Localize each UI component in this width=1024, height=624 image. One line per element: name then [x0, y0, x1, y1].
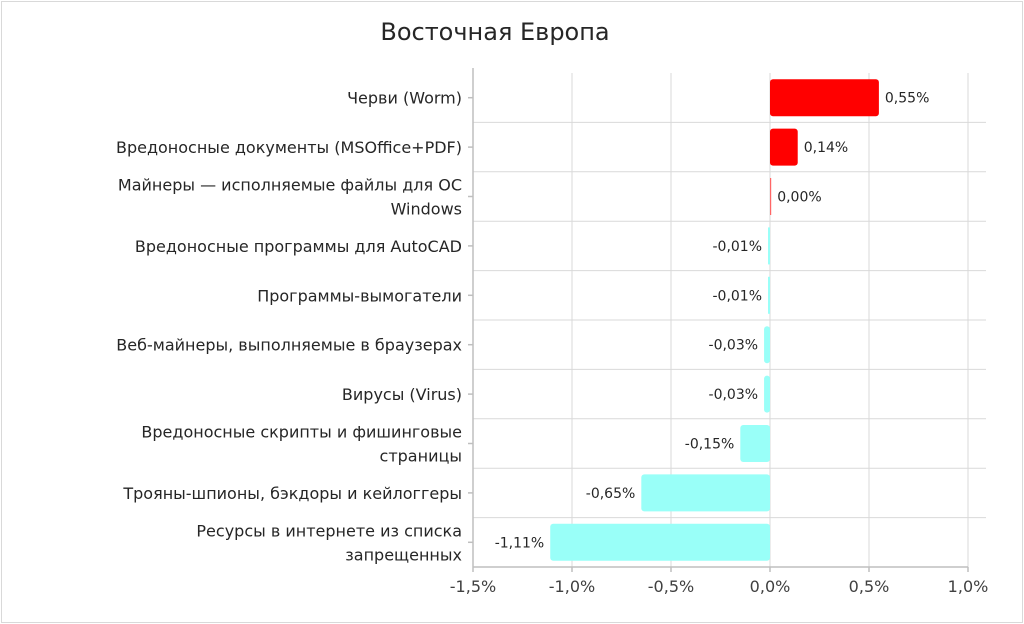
data-label: -0,65% [586, 486, 636, 502]
x-tick-label: 1,0% [948, 577, 989, 596]
bar [770, 128, 798, 166]
category-label: Веб-майнеры, выполняемые в браузерах [116, 336, 462, 355]
x-tick-label: -0,5% [648, 577, 694, 596]
category-label: Вредоносные программы для AutoCAD [135, 237, 462, 256]
x-tick-label: 0,0% [750, 577, 791, 596]
category-label: Черви (Worm) [347, 89, 462, 108]
category-label: Ресурсы в интернете из списка [196, 521, 462, 540]
category-label: Windows [391, 200, 462, 219]
bar [764, 375, 770, 413]
bar [768, 227, 770, 265]
data-label: -0,01% [712, 288, 762, 304]
bar [770, 79, 879, 117]
category-label: запрещенных [345, 545, 462, 564]
data-label: -1,11% [495, 535, 545, 551]
category-label: Вредоносные документы (MSOffice+PDF) [116, 138, 462, 157]
data-label: -0,03% [709, 387, 759, 403]
category-label: Майнеры — исполняемые файлы для ОС [118, 176, 462, 195]
data-label: 0,00% [777, 190, 821, 206]
category-label: Вирусы (Virus) [342, 385, 462, 404]
data-label: -0,03% [709, 338, 759, 354]
data-label: -0,01% [712, 239, 762, 255]
bar [770, 178, 772, 215]
bar [550, 523, 770, 561]
chart-title: Восточная Европа [380, 18, 610, 46]
category-label: Вредоносные скрипты и фишинговые [141, 423, 462, 442]
category-label: страницы [380, 447, 462, 466]
data-label: -0,15% [685, 437, 735, 453]
x-tick-label: -1,5% [450, 577, 496, 596]
category-label: Программы-вымогатели [257, 286, 462, 305]
bar [764, 326, 770, 364]
bar [641, 474, 770, 512]
bar [740, 425, 770, 462]
data-label: 0,14% [804, 140, 848, 156]
bar [768, 276, 770, 314]
category-label: Трояны-шпионы, бэкдоры и кейлоггеры [122, 484, 462, 503]
data-label: 0,55% [885, 91, 929, 107]
x-tick-label: -1,0% [549, 577, 595, 596]
x-tick-label: 0,5% [849, 577, 890, 596]
